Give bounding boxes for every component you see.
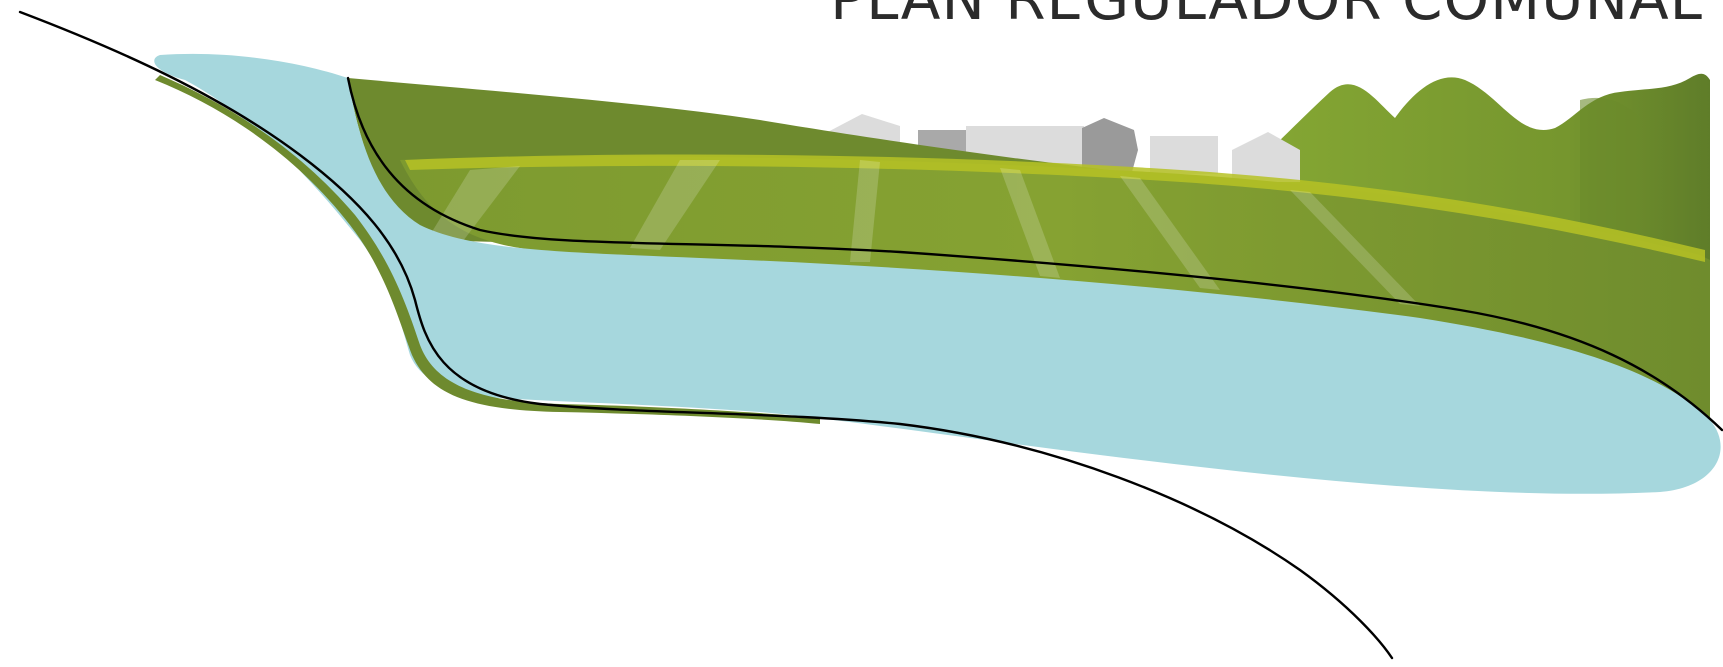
outline-strokes	[18, 10, 1723, 660]
field-stripes	[430, 160, 1420, 306]
field-highlight	[405, 154, 1705, 262]
page-title: PLAN REGULADOR COMUNAL	[830, 0, 1703, 28]
lower-bank	[155, 75, 820, 424]
water-illustration	[154, 53, 1721, 494]
